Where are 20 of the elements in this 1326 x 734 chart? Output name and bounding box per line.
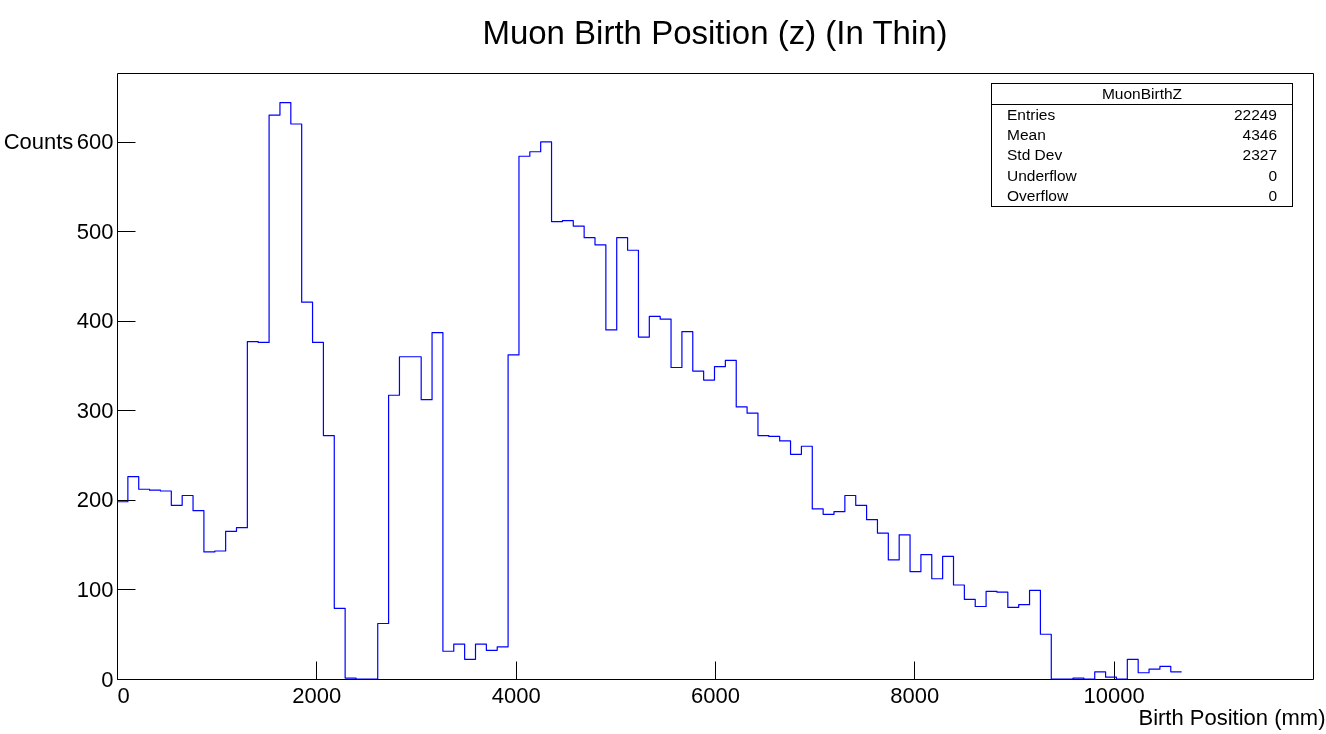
x-tick-label: 0 xyxy=(117,682,130,708)
text: Overflow 0 xyxy=(1007,186,1277,204)
x-tick-label: 4000 xyxy=(491,682,541,708)
y-tick-label: 0 xyxy=(101,666,114,692)
y-tick-label: 300 xyxy=(76,397,114,423)
y-tick-label: 500 xyxy=(76,218,114,244)
y-axis-title: Counts xyxy=(3,128,74,154)
text: Std Dev 2327 xyxy=(1007,146,1277,164)
x-tick-label: 2000 xyxy=(292,682,342,708)
chart-title: Muon Birth Position (z) (In Thin) xyxy=(482,14,948,51)
annotation: MuonBirthZ xyxy=(992,84,1292,105)
y-tick-label: 100 xyxy=(76,576,114,602)
text: Entries 22249 xyxy=(1007,106,1277,123)
text: Mean 4346 xyxy=(1007,126,1277,144)
y-tick-label: 600 xyxy=(76,129,114,155)
x-tick-label: 6000 xyxy=(691,682,740,708)
y-tick-label: 400 xyxy=(76,308,114,334)
x-tick-label: 8000 xyxy=(890,682,940,708)
y-tick-label: 200 xyxy=(76,487,114,513)
text: Underflow 0 xyxy=(1007,166,1277,184)
